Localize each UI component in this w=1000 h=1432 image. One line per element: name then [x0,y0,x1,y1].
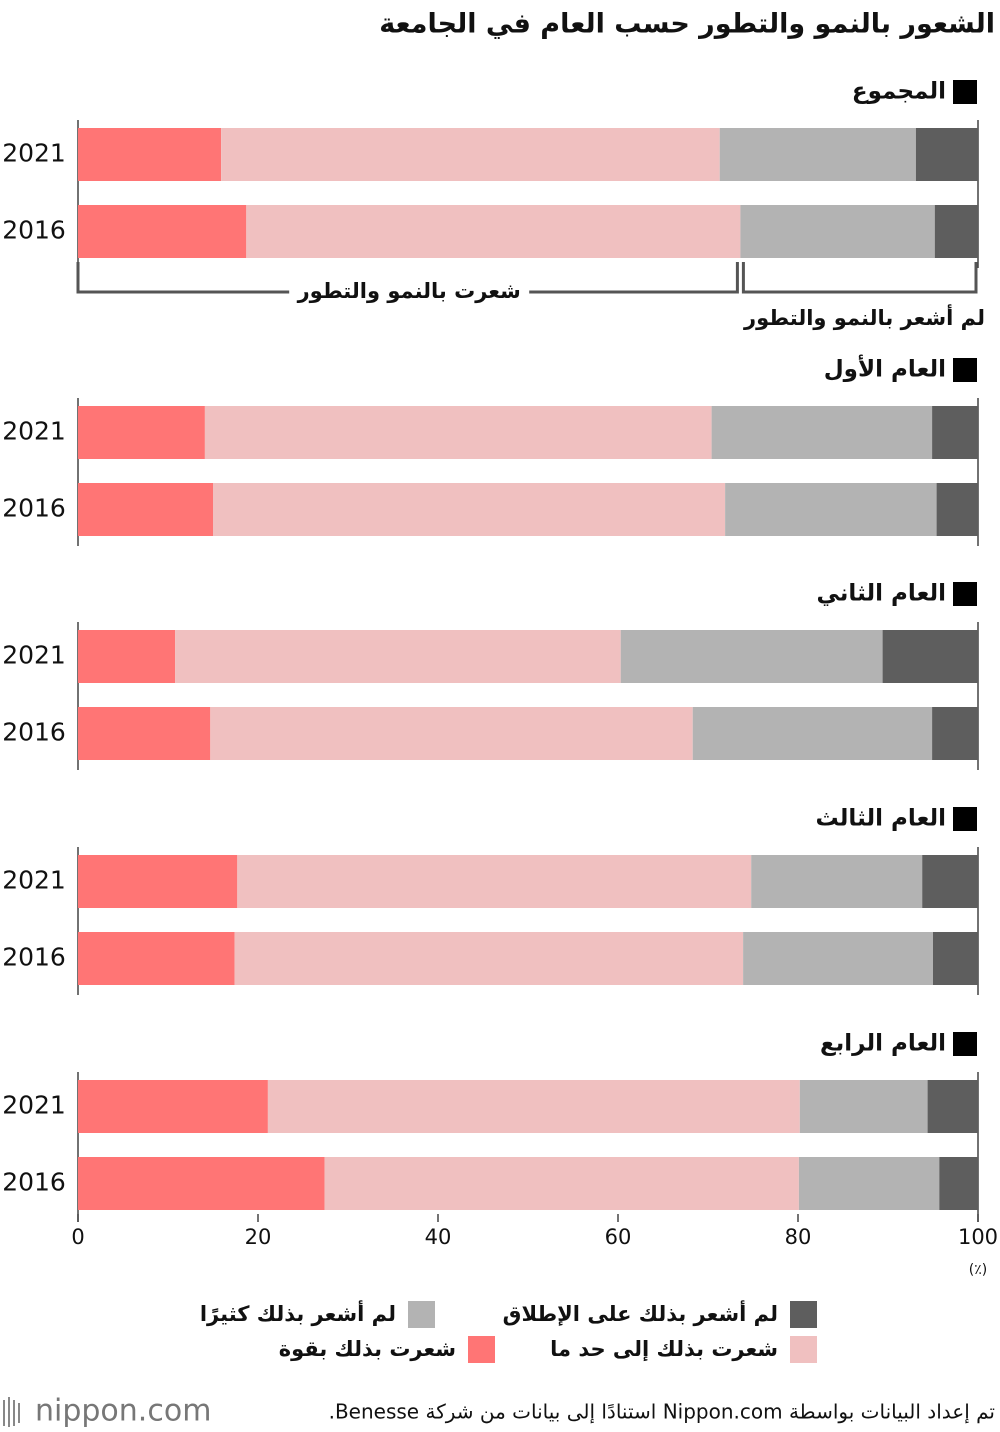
x-tick-label: 20 [245,1225,272,1249]
bar-segment [267,1080,800,1133]
y-tick-label: 2021 [2,866,66,895]
x-tick-label: 0 [71,1225,84,1249]
legend-label: شعرت بذلك بقوة [279,1337,456,1361]
bar-segment [221,128,720,181]
bracket-label-bg [289,278,530,306]
bar-segment [936,483,978,536]
bar-segment [932,406,978,459]
bar-segment [922,855,978,908]
bracket [741,262,978,294]
bar-segment [933,932,978,985]
bar-segment [932,707,978,760]
bar-segment [751,855,923,908]
x-tick-label: 80 [785,1225,812,1249]
bar-segment [711,406,933,459]
x-tick-label: 60 [605,1225,632,1249]
annotation: شعرت بالنمو والتطور [297,279,521,303]
panel-marker [953,1032,977,1056]
y-tick-label: 2016 [2,494,66,523]
bar-segment [927,1080,978,1133]
bar-segment [78,406,205,459]
x-tick-label: 100 [958,1225,998,1249]
panel-title: العام الأول [824,354,946,383]
y-tick-label: 2021 [2,1091,66,1120]
bar-segment [799,1080,928,1133]
bar-segment [934,205,978,258]
panel-title: العام الرابع [820,1031,946,1057]
bar-segment [798,1157,940,1210]
y-tick-label: 2021 [2,417,66,446]
y-tick-label: 2016 [2,718,66,747]
bar-segment [692,707,933,760]
panel-marker [953,358,977,382]
logo-icon [3,1397,20,1427]
legend-swatch [790,1301,817,1328]
bar-segment [204,406,712,459]
legend-swatch [790,1336,817,1363]
legend-label: شعرت بذلك إلى حد ما [550,1337,778,1361]
bar-segment [939,1157,978,1210]
source: تم إعداد البيانات بواسطة Nippon.com استن… [329,1400,995,1425]
annotation: لم أشعر بالنمو والتطور [743,303,985,330]
y-tick-label: 2021 [2,641,66,670]
bar-segment [78,630,176,683]
y-tick-label: 2021 [2,139,66,168]
y-tick-label: 2016 [2,216,66,245]
bar-segment [78,855,238,908]
bar-segment [237,855,752,908]
unit-label: (٪) [969,1262,987,1278]
bar-segment [725,483,937,536]
legend-label: لم أشعر بذلك كثيرًا [200,1299,396,1326]
bar-segment [620,630,883,683]
bar-segment [882,630,978,683]
chart-title: الشعور بالنمو والتطور حسب العام في الجام… [379,9,995,40]
bar-segment [324,1157,799,1210]
bar-segment [78,483,213,536]
x-tick-label: 40 [425,1225,452,1249]
bar-segment [213,483,726,536]
y-tick-label: 2016 [2,1168,66,1197]
panel-title: العام الثالث [815,806,946,832]
bar-segment [234,932,744,985]
panel-title: العام الثاني [817,581,946,607]
panel-marker [953,582,977,606]
bar-segment [915,128,978,181]
bar-segment [78,128,222,181]
legend-label: لم أشعر بذلك على الإطلاق [503,1299,778,1326]
bar-segment [78,1080,268,1133]
legend-swatch [408,1301,435,1328]
bar-segment [210,707,693,760]
panel-title: المجموع [852,79,946,105]
bar-segment [246,205,741,258]
bar-segment [78,707,211,760]
panel-marker [953,80,977,104]
bar-segment [78,1157,325,1210]
panel-marker [953,807,977,831]
bar-segment [740,205,935,258]
logo: nippon.com [35,1394,211,1429]
bar-segment [743,932,933,985]
bar-segment [175,630,621,683]
y-tick-label: 2016 [2,943,66,972]
bar-segment [78,932,235,985]
bar-segment [78,205,247,258]
bar-segment [719,128,916,181]
legend-swatch [468,1336,495,1363]
